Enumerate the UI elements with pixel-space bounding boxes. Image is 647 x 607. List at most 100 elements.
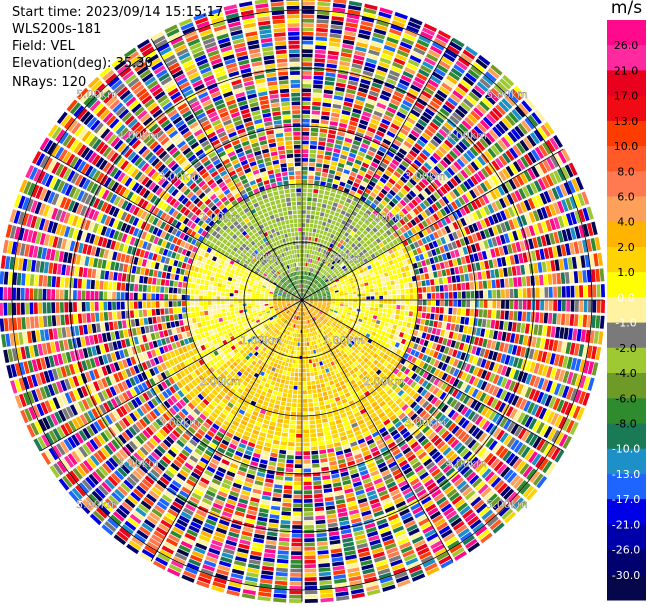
- velocity-gate: [440, 218, 448, 226]
- velocity-gate: [418, 181, 426, 189]
- velocity-gate: [327, 133, 336, 139]
- velocity-gate: [412, 80, 424, 89]
- velocity-gate: [288, 437, 295, 442]
- velocity-gate: [423, 326, 429, 333]
- velocity-gate: [298, 329, 301, 334]
- velocity-gate: [498, 120, 509, 132]
- velocity-gate: [510, 88, 522, 101]
- velocity-gate: [389, 234, 395, 241]
- velocity-gate: [329, 421, 336, 426]
- velocity-gate: [511, 266, 517, 276]
- velocity-gate: [359, 260, 365, 266]
- velocity-gate: [572, 328, 578, 341]
- velocity-gate: [285, 362, 289, 367]
- velocity-gate: [431, 327, 437, 335]
- velocity-gate: [409, 294, 414, 299]
- velocity-gate: [364, 270, 370, 275]
- velocity-gate: [330, 253, 334, 259]
- velocity-gate: [338, 214, 344, 219]
- velocity-gate: [372, 267, 378, 272]
- velocity-gate: [260, 499, 271, 505]
- velocity-gate: [304, 253, 307, 258]
- velocity-gate: [307, 281, 311, 285]
- velocity-gate: [365, 306, 370, 310]
- velocity-gate: [394, 279, 400, 285]
- velocity-gate: [275, 368, 280, 373]
- velocity-gate: [365, 154, 373, 161]
- velocity-gate: [407, 59, 420, 68]
- velocity-gate: [302, 144, 309, 149]
- velocity-gate: [316, 154, 324, 159]
- velocity-gate: [322, 199, 328, 204]
- velocity-gate: [302, 240, 305, 245]
- velocity-gate: [392, 258, 398, 264]
- velocity-gate: [391, 285, 396, 290]
- velocity-gate: [457, 308, 462, 316]
- velocity-gate: [264, 383, 270, 388]
- velocity-gate: [309, 346, 313, 350]
- velocity-gate: [516, 142, 526, 154]
- velocity-gate: [315, 40, 327, 46]
- velocity-gate: [360, 309, 365, 313]
- velocity-gate: [291, 546, 302, 551]
- velocity-gate: [337, 73, 348, 80]
- velocity-gate: [382, 257, 388, 263]
- velocity-gate: [357, 321, 362, 326]
- velocity-gate: [297, 342, 300, 347]
- velocity-gate: [416, 275, 421, 281]
- velocity-gate: [556, 272, 561, 285]
- velocity-gate: [294, 468, 302, 473]
- velocity-gate: [344, 232, 350, 237]
- velocity-gate: [393, 274, 399, 280]
- velocity-gate: [367, 265, 372, 270]
- velocity-gate: [304, 245, 308, 249]
- velocity-gate: [304, 516, 314, 521]
- velocity-gate: [384, 134, 394, 142]
- velocity-gate: [303, 262, 306, 267]
- velocity-gate: [313, 285, 317, 289]
- velocity-gate: [306, 214, 311, 219]
- velocity-gate: [308, 359, 312, 364]
- velocity-gate: [315, 519, 326, 525]
- velocity-gate: [344, 97, 354, 103]
- velocity-gate: [312, 284, 316, 288]
- velocity-gate: [350, 262, 356, 267]
- velocity-gate: [396, 49, 409, 58]
- velocity-gate: [298, 381, 302, 386]
- velocity-gate: [330, 116, 339, 122]
- velocity-gate: [358, 29, 372, 36]
- velocity-gate: [293, 499, 302, 503]
- velocity-gate: [303, 275, 305, 280]
- velocity-gate: [289, 586, 302, 590]
- velocity-gate: [304, 249, 307, 254]
- velocity-gate: [450, 164, 459, 174]
- velocity-gate: [307, 381, 311, 386]
- velocity-gate: [455, 275, 461, 283]
- velocity-gate: [279, 405, 286, 411]
- velocity-gate: [409, 288, 414, 294]
- velocity-gate: [309, 145, 317, 150]
- velocity-gate: [374, 307, 379, 312]
- velocity-gate: [316, 537, 328, 542]
- velocity-gate: [387, 285, 392, 291]
- velocity-gate: [281, 511, 291, 516]
- velocity-gate: [576, 329, 582, 342]
- velocity-gate: [315, 275, 319, 280]
- velocity-gate: [317, 550, 329, 555]
- velocity-gate: [311, 283, 314, 287]
- velocity-gate: [401, 207, 409, 215]
- velocity-gate: [305, 284, 307, 289]
- velocity-gate: [302, 364, 306, 369]
- velocity-gate: [306, 337, 309, 342]
- velocity-gate: [385, 229, 392, 236]
- velocity-gate: [439, 186, 448, 195]
- velocity-gate: [415, 184, 423, 192]
- velocity-gate: [317, 283, 321, 287]
- velocity-gate: [483, 300, 488, 308]
- velocity-gate: [514, 333, 520, 344]
- velocity-gate: [320, 176, 327, 182]
- velocity-gate: [508, 277, 514, 288]
- velocity-gate: [416, 39, 430, 48]
- velocity-gate: [302, 71, 312, 75]
- velocity-gate: [505, 332, 511, 342]
